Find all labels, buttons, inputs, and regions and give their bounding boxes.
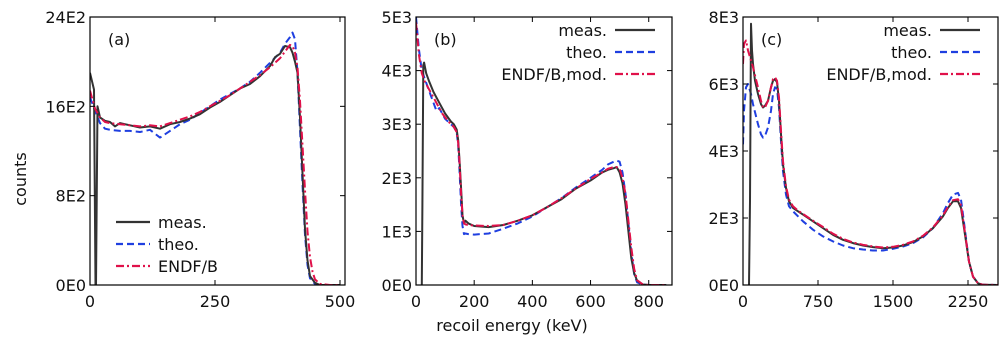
x-tick-label: 250 xyxy=(200,292,231,311)
plot-frame xyxy=(89,16,346,286)
x-tick-label: 2250 xyxy=(948,292,989,311)
y-tick-label: 0E0 xyxy=(56,276,86,295)
series-line-meas- xyxy=(90,45,340,285)
y-tick-label: 2E3 xyxy=(382,169,412,188)
y-tick-label: 3E3 xyxy=(382,115,412,134)
x-tick-label: 750 xyxy=(803,292,834,311)
y-tick-label: 8E3 xyxy=(709,8,739,27)
series-line-meas- xyxy=(748,22,998,285)
y-tick-label: 5E3 xyxy=(382,8,412,27)
y-tick-label: 24E2 xyxy=(45,8,86,27)
series-line-theo- xyxy=(743,83,998,285)
y-tick-label: 16E2 xyxy=(45,97,86,116)
series-line-endf-b-mod- xyxy=(743,39,998,285)
plot-frame xyxy=(415,16,673,286)
x-tick-label: 800 xyxy=(633,292,664,311)
y-tick-label: 0E0 xyxy=(382,276,412,295)
legend-label: meas. xyxy=(883,21,932,40)
series-line-meas- xyxy=(420,61,667,285)
legend: meas. theo. ENDF/B,mod. xyxy=(826,21,980,84)
x-tick-label: 400 xyxy=(517,292,548,311)
panel-label: (c) xyxy=(761,30,782,49)
series-line-endf-b-mod- xyxy=(416,22,667,285)
legend-label: theo. xyxy=(891,43,932,62)
series-line-theo- xyxy=(90,31,340,285)
panel-label: (a) xyxy=(108,30,130,49)
panel-label: (b) xyxy=(434,30,457,49)
y-tick-label: 4E3 xyxy=(709,142,739,161)
series-line-endf-b xyxy=(90,43,340,285)
x-tick-label: 600 xyxy=(575,292,606,311)
y-tick-label: 4E3 xyxy=(382,62,412,81)
series-line-theo- xyxy=(416,17,667,285)
x-tick-label: 200 xyxy=(459,292,490,311)
legend-label: theo. xyxy=(158,235,199,254)
y-tick-label: 1E3 xyxy=(382,222,412,241)
panel-a: 0 250 500 0E0 8E2 16E2 24E2 (a) meas. theo. ENDF/B xyxy=(45,8,355,311)
x-tick-label: 0 xyxy=(85,292,95,311)
y-tick-label: 2E3 xyxy=(709,209,739,228)
legend-label: meas. xyxy=(558,21,607,40)
legend: meas. theo. ENDF/B xyxy=(116,213,218,276)
panel-c: 0 750 1500 2250 0E0 2E3 4E3 6E3 8E3 (c) meas. theo.… xyxy=(709,8,999,311)
x-tick-label: 0 xyxy=(738,292,748,311)
legend: meas. theo. ENDF/B,mod. xyxy=(501,21,655,84)
legend-label: ENDF/B,mod. xyxy=(501,65,607,84)
panel-b: 0 200 400 600 800 0E0 1E3 2E3 3E3 4E3 5E3 (b) meas. t… xyxy=(382,8,673,311)
legend-label: ENDF/B,mod. xyxy=(826,65,932,84)
legend-label: ENDF/B xyxy=(158,257,218,276)
y-tick-label: 0E0 xyxy=(709,276,739,295)
x-axis-label: recoil energy (keV) xyxy=(436,316,587,335)
y-tick-label: 6E3 xyxy=(709,75,739,94)
y-axis-label: counts xyxy=(11,152,30,205)
x-tick-label: 1500 xyxy=(873,292,914,311)
legend-label: theo. xyxy=(566,43,607,62)
x-tick-label: 0 xyxy=(411,292,421,311)
y-tick-label: 8E2 xyxy=(56,187,86,206)
legend-label: meas. xyxy=(158,213,207,232)
x-tick-label: 500 xyxy=(325,292,356,311)
